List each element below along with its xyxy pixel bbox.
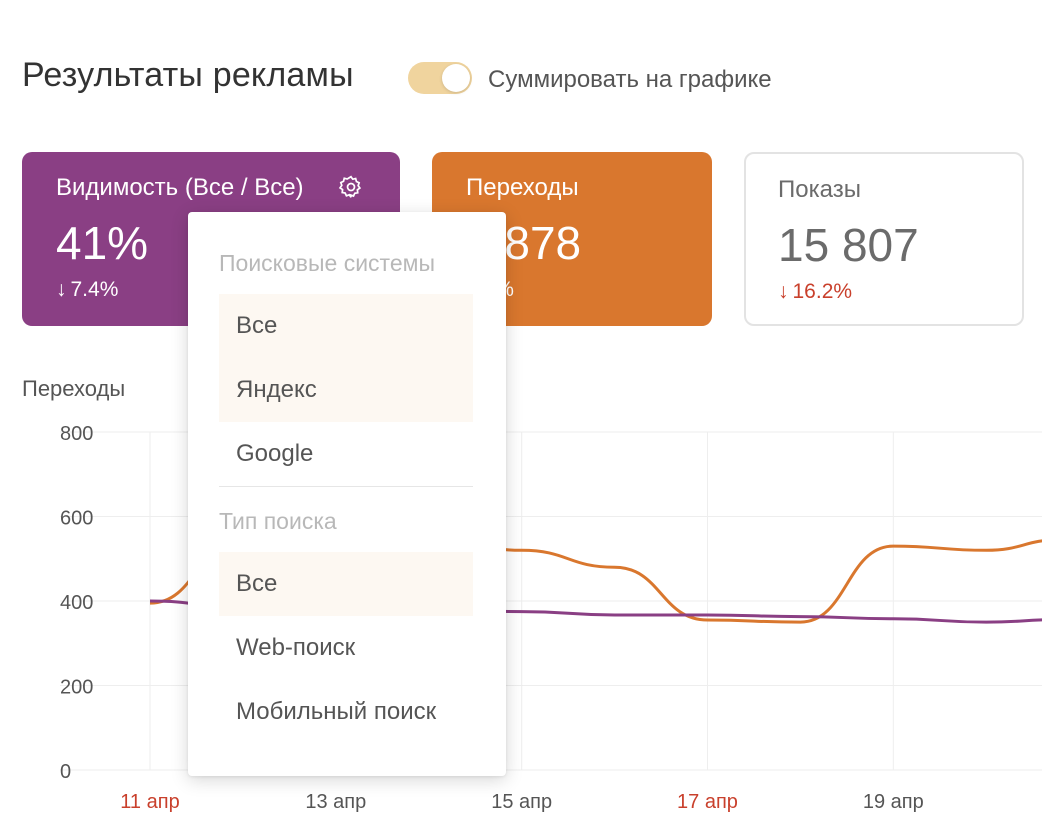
x-tick-label: 15 апр (491, 791, 552, 813)
visibility-delta-value: 7.4% (70, 278, 119, 301)
gear-icon[interactable] (338, 174, 364, 200)
y-tick-label: 200 (60, 677, 93, 699)
filter-dropdown: Поисковые системы Все Яндекс Google Тип … (188, 212, 506, 776)
engine-option-yandex[interactable]: Яндекс (219, 358, 473, 422)
x-tick-label: 19 апр (863, 791, 924, 813)
y-tick-label: 600 (60, 508, 93, 530)
page-title: Результаты рекламы (22, 56, 354, 94)
arrow-down-icon: ↓ (778, 280, 789, 303)
section-search-type: Тип поиска (219, 508, 337, 534)
visibility-card-title: Видимость (Все / Все) (56, 174, 304, 201)
x-tick-label: 13 апр (305, 791, 366, 813)
line-chart: 800 600 400 200 0 11 апр 13 апр 15 апр 17 апр 19 … (60, 423, 1042, 813)
type-option-mobile[interactable]: Мобильный поиск (236, 698, 437, 725)
shows-card[interactable]: Показы 15 807 ↓ 16.2% (744, 152, 1024, 326)
summarize-toggle-label[interactable]: Суммировать на графике (488, 66, 772, 93)
shows-value: 15 807 (778, 219, 919, 271)
shows-card-title: Показы (778, 176, 861, 203)
type-option-web[interactable]: Web-поиск (236, 634, 356, 661)
shows-delta: ↓ 16.2% (778, 280, 852, 304)
y-tick-label: 400 (60, 592, 93, 614)
visibility-value: 41% (56, 217, 149, 269)
y-tick-label: 0 (60, 761, 71, 783)
engine-option-all[interactable]: Все (219, 294, 473, 358)
arrow-down-icon: ↓ (56, 278, 67, 301)
y-tick-label: 800 (60, 423, 93, 445)
engine-option-google[interactable]: Google (236, 440, 314, 467)
x-tick-label: 17 апр (677, 791, 738, 813)
summarize-toggle[interactable] (408, 62, 472, 94)
dropdown-divider (219, 486, 473, 487)
x-tick-label: 11 апр (120, 791, 179, 813)
chart-title: Переходы (22, 376, 126, 401)
visibility-delta: ↓ 7.4% (56, 278, 118, 302)
type-option-all[interactable]: Все (219, 552, 473, 616)
clicks-card-title: Переходы (466, 174, 579, 201)
toggle-knob (442, 64, 470, 92)
section-search-engines: Поисковые системы (219, 250, 435, 276)
header: Результаты рекламы Суммировать на график… (22, 56, 772, 95)
shows-delta-value: 16.2% (792, 280, 853, 303)
